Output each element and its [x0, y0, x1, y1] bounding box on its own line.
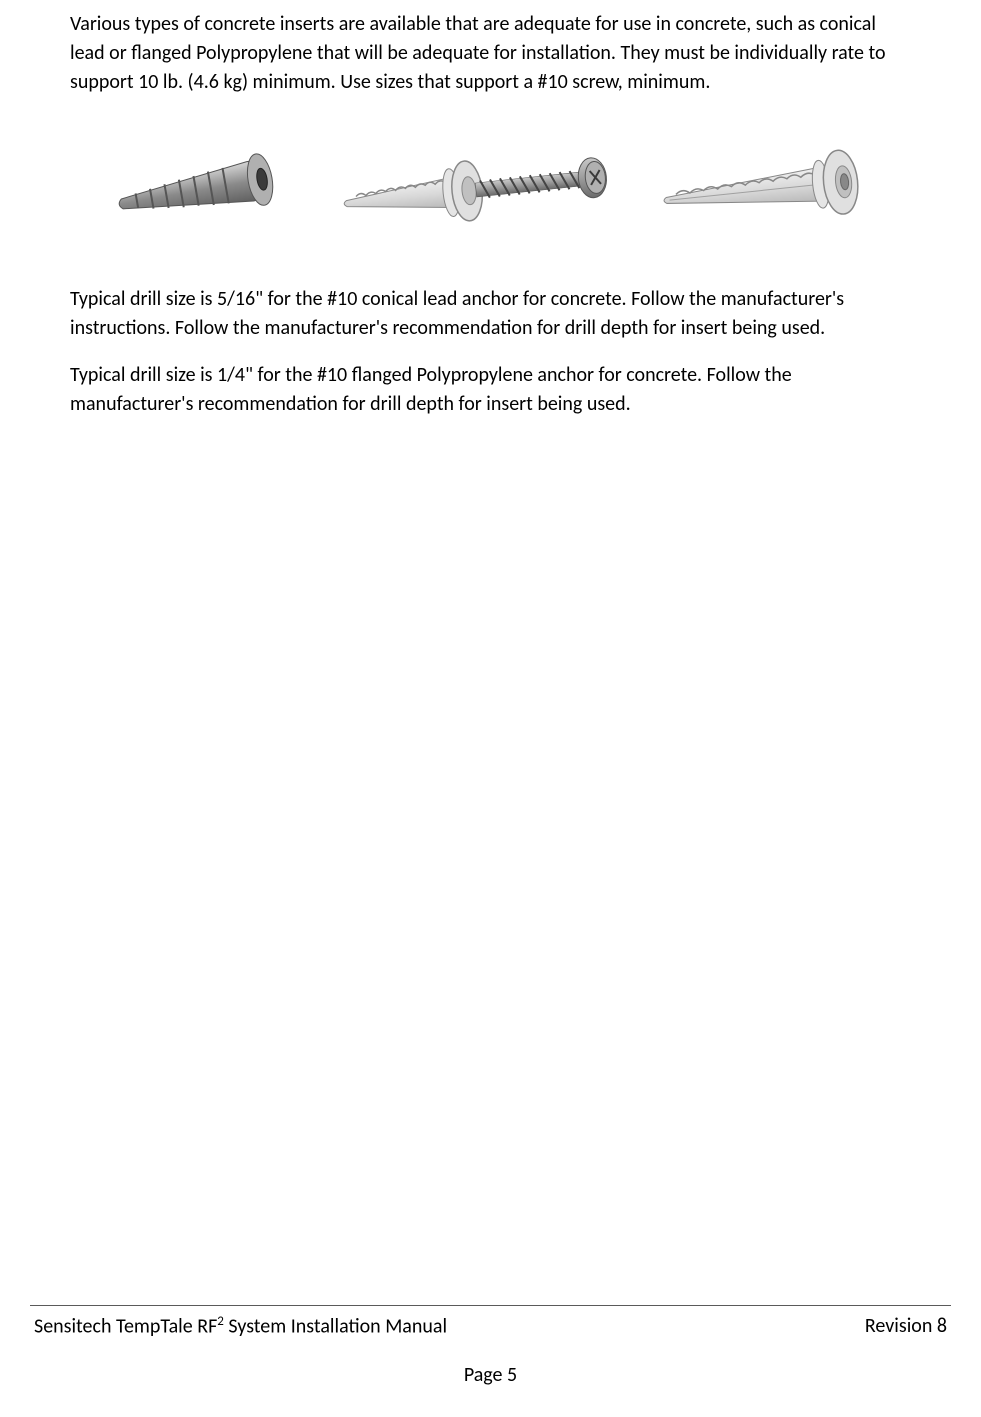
page-footer: Sensitech TempTale RF2 System Installati…	[30, 1305, 951, 1387]
footer-revision: Revision 8	[865, 1314, 947, 1339]
footer-title: Sensitech TempTale RF2 System Installati…	[34, 1314, 447, 1339]
footer-row: Sensitech TempTale RF2 System Installati…	[30, 1314, 951, 1339]
paragraph-3: Typical drill size is 1/4" for the #10 f…	[70, 361, 911, 419]
anchor-figure-row	[70, 115, 911, 275]
footer-rule	[30, 1305, 951, 1306]
footer-title-pre: Sensitech TempTale RF	[34, 1315, 217, 1339]
footer-title-sup: 2	[217, 1314, 224, 1329]
paragraph-1: Various types of concrete inserts are av…	[70, 10, 911, 97]
flanged-anchor-with-screw-icon	[331, 135, 621, 245]
conical-lead-anchor-icon	[101, 135, 301, 245]
page-number: Page 5	[30, 1363, 951, 1387]
footer-title-post: System Installation Manual	[224, 1315, 447, 1339]
paragraph-2: Typical drill size is 5/16" for the #10 …	[70, 285, 911, 343]
page-content: Various types of concrete inserts are av…	[0, 0, 981, 419]
flanged-anchor-icon	[651, 135, 881, 245]
